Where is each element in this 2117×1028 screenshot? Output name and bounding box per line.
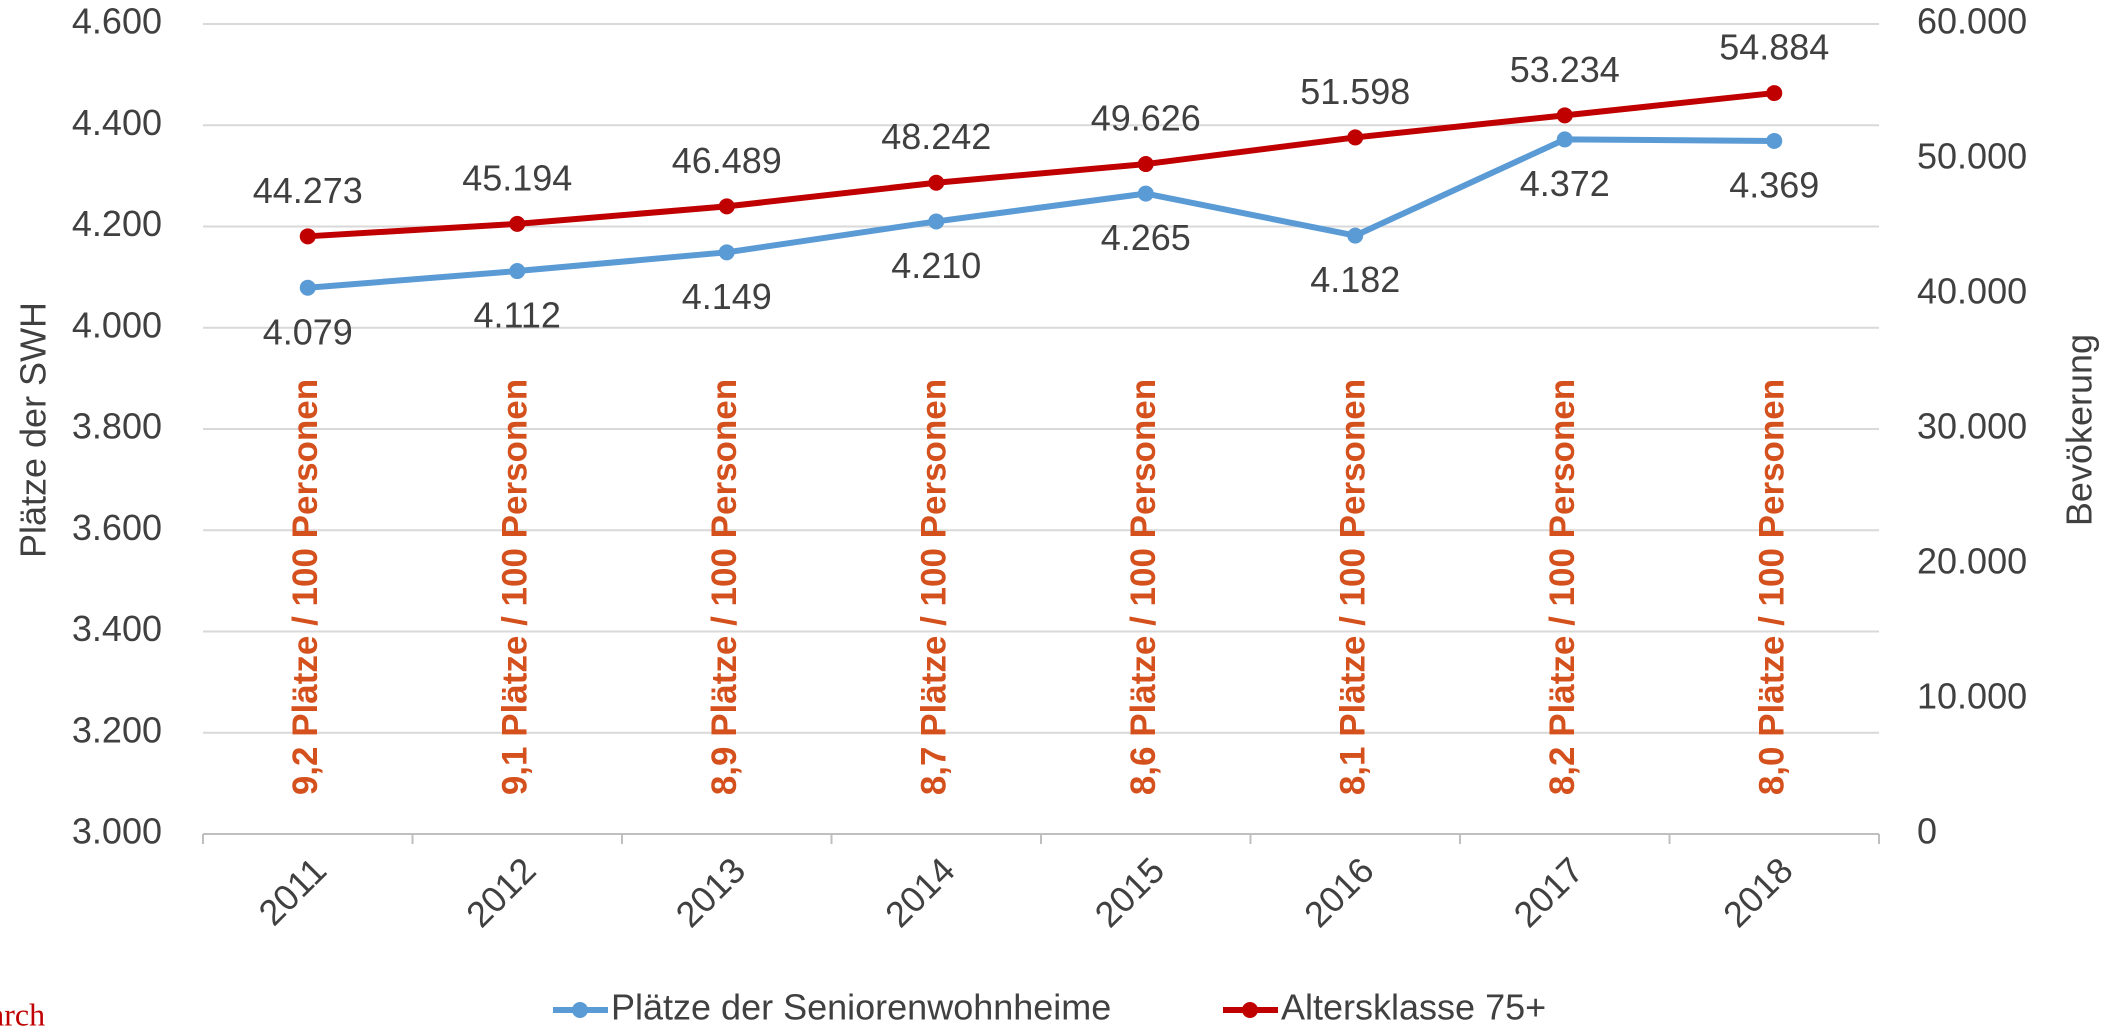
data-point [1556, 107, 1573, 124]
data-label: 44.273 [253, 170, 363, 211]
x-tick-label: 2018 [1715, 849, 1801, 935]
data-label: 4.112 [474, 295, 561, 336]
x-tick-label: 2015 [1087, 849, 1173, 935]
data-point [1766, 132, 1783, 149]
annotation: 8,7 Plätze / 100 Personen [915, 379, 954, 795]
data-point [509, 215, 526, 232]
x-tick-label: 2013 [668, 849, 754, 935]
x-tick-label: 2011 [250, 849, 334, 933]
annotation: 8,0 Plätze / 100 Personen [1753, 379, 1792, 795]
y-tick-label: 4.600 [72, 1, 162, 42]
data-label: 46.489 [672, 140, 782, 181]
y-tick-label: 3.600 [72, 507, 162, 548]
y-tick-label: 4.000 [72, 304, 162, 345]
y-tick-label: 4.400 [72, 102, 162, 143]
annotation: 8,1 Plätze / 100 Personen [1334, 379, 1373, 795]
annotation: 8,9 Plätze / 100 Personen [705, 379, 744, 795]
legend-marker [1242, 1002, 1258, 1018]
data-point [299, 279, 316, 296]
data-point [718, 244, 735, 261]
data-label: 4.369 [1729, 164, 1819, 205]
legend-label: Altersklasse 75+ [1281, 987, 1546, 1028]
source-text: arch [0, 996, 45, 1028]
y-axis-title: Plätze der SWH [13, 302, 54, 558]
y-tick-label: 4.200 [72, 203, 162, 244]
y2-tick-label: 40.000 [1917, 271, 2027, 312]
legend-marker [572, 1002, 588, 1018]
data-label: 54.884 [1719, 27, 1829, 68]
series-line [307, 136, 1775, 291]
annotation: 8,6 Plätze / 100 Personen [1124, 379, 1163, 795]
data-label: 4.210 [891, 245, 981, 286]
y2-axis-title: Bevökerung [2059, 334, 2100, 526]
data-point [928, 174, 945, 191]
y2-tick-label: 0 [1917, 811, 1937, 852]
y2-tick-label: 10.000 [1917, 676, 2027, 717]
x-tick-label: 2017 [1506, 849, 1592, 935]
data-point [509, 263, 526, 280]
annotation: 9,2 Plätze / 100 Personen [286, 379, 325, 795]
data-label: 49.626 [1091, 98, 1201, 139]
data-point [1347, 227, 1364, 244]
data-point [928, 213, 945, 230]
data-label: 4.079 [263, 311, 353, 352]
data-label: 4.265 [1101, 217, 1191, 258]
data-point [1556, 131, 1573, 148]
data-label: 51.598 [1300, 71, 1410, 112]
data-label: 4.149 [682, 276, 772, 317]
series-line [307, 90, 1775, 240]
data-label: 48.242 [881, 116, 991, 157]
x-tick-label: 2014 [877, 849, 963, 935]
data-point [1137, 185, 1154, 202]
data-label: 4.372 [1520, 163, 1610, 204]
data-label: 45.194 [462, 157, 572, 198]
y2-tick-label: 20.000 [1917, 541, 2027, 582]
data-label: 53.234 [1510, 49, 1620, 90]
x-tick-label: 2016 [1296, 849, 1382, 935]
x-tick-label: 2012 [458, 849, 544, 935]
y-tick-label: 3.400 [72, 608, 162, 649]
annotation: 8,2 Plätze / 100 Personen [1543, 379, 1582, 795]
y-tick-label: 3.000 [72, 811, 162, 852]
y2-tick-label: 60.000 [1917, 1, 2027, 42]
y2-tick-label: 50.000 [1917, 136, 2027, 177]
data-point [1137, 156, 1154, 173]
legend-label: Plätze der Seniorenwohnheime [611, 987, 1111, 1028]
annotation: 9,1 Plätze / 100 Personen [496, 379, 535, 795]
data-point [1766, 85, 1783, 102]
y2-tick-label: 30.000 [1917, 406, 2027, 447]
y-tick-label: 3.200 [72, 709, 162, 750]
data-point [1347, 129, 1364, 146]
data-point [718, 198, 735, 215]
y-tick-label: 3.800 [72, 406, 162, 447]
data-label: 4.182 [1310, 259, 1400, 300]
data-point [299, 228, 316, 245]
